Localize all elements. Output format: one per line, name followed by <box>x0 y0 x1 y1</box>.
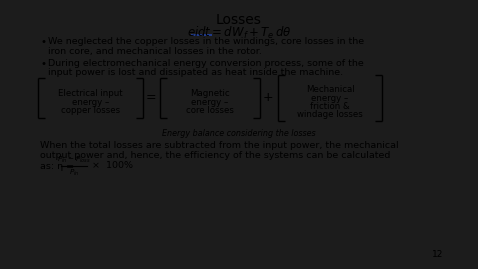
Text: friction &: friction & <box>310 102 350 111</box>
Text: Magnetic: Magnetic <box>190 89 230 98</box>
Text: output power and, hence, the efficiency of the systems can be calculated: output power and, hence, the efficiency … <box>40 151 391 160</box>
Text: $P_{in}$: $P_{in}$ <box>68 168 79 178</box>
Text: copper losses: copper losses <box>61 106 120 115</box>
Text: +: + <box>262 91 273 104</box>
Text: energy –: energy – <box>311 94 349 102</box>
Text: When the total losses are subtracted from the input power, the mechanical: When the total losses are subtracted fro… <box>40 141 399 150</box>
Text: windage losses: windage losses <box>297 110 363 119</box>
Text: 12: 12 <box>432 250 443 259</box>
Text: Mechanical: Mechanical <box>306 85 354 94</box>
Text: $P_{in}-P_{loss}$: $P_{in}-P_{loss}$ <box>57 155 91 165</box>
Text: energy –: energy – <box>72 98 109 107</box>
Text: energy –: energy – <box>192 98 229 107</box>
Text: ×  100%: × 100% <box>92 161 133 170</box>
Text: During electromechanical energy conversion process, some of the: During electromechanical energy conversi… <box>48 59 364 68</box>
Text: as: η =: as: η = <box>40 162 77 171</box>
Text: $eidt = dW_f + T_e\,d\theta$: $eidt = dW_f + T_e\,d\theta$ <box>187 25 291 41</box>
Text: •: • <box>40 37 46 47</box>
Text: We neglected the copper losses in the windings, core losses in the: We neglected the copper losses in the wi… <box>48 37 364 46</box>
Text: •: • <box>40 59 46 69</box>
Text: Electrical input: Electrical input <box>58 89 122 98</box>
Text: core losses: core losses <box>186 106 234 115</box>
Text: Energy balance considering the losses: Energy balance considering the losses <box>162 129 316 137</box>
Text: iron core, and mechanical losses in the rotor.: iron core, and mechanical losses in the … <box>48 47 262 56</box>
Text: Losses: Losses <box>216 13 262 27</box>
Text: =: = <box>145 91 156 104</box>
Text: input power is lost and dissipated as heat inside the machine.: input power is lost and dissipated as he… <box>48 68 343 77</box>
